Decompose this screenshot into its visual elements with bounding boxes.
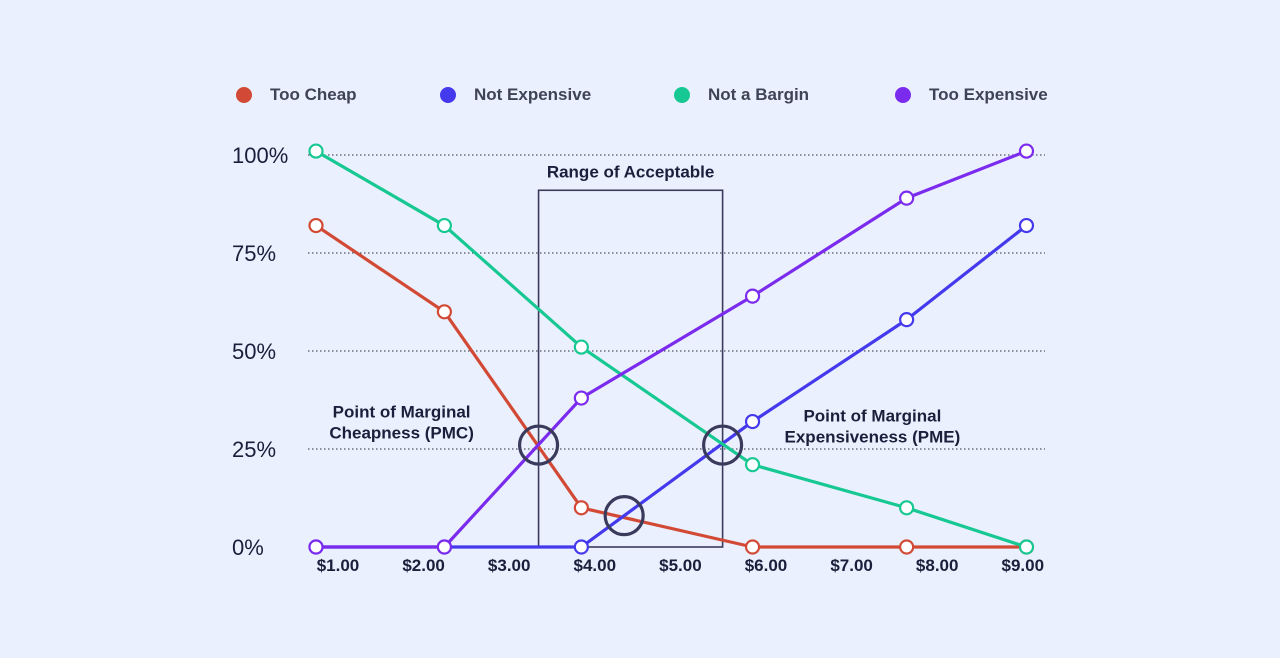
data-point-too-cheap bbox=[573, 500, 589, 516]
legend-label-not-a-bargin: Not a Bargin bbox=[708, 85, 810, 104]
legend-label-too-expensive: Too Expensive bbox=[929, 85, 1048, 104]
data-point-not-expensive bbox=[744, 413, 761, 430]
data-point-not-expensive bbox=[573, 539, 589, 555]
x-tick-label: $5.00 bbox=[659, 556, 702, 575]
x-tick-label: $8.00 bbox=[916, 556, 959, 575]
data-point-too-cheap bbox=[744, 539, 761, 555]
data-point-too-expensive bbox=[573, 390, 589, 406]
x-tick-label: $3.00 bbox=[488, 556, 531, 575]
annotation-text: Cheapness (PMC) bbox=[329, 424, 474, 443]
data-point-not-a-bargin bbox=[1018, 539, 1035, 555]
data-point-not-a-bargin bbox=[308, 143, 324, 159]
legend-item-not-a-bargin: Not a Bargin bbox=[674, 80, 809, 110]
y-tick-label: 100% bbox=[232, 143, 288, 168]
intersection-marker bbox=[517, 424, 560, 466]
data-point-too-cheap bbox=[436, 304, 452, 320]
data-point-not-a-bargin bbox=[744, 457, 761, 473]
data-point-too-expensive bbox=[744, 288, 761, 304]
x-tick-label: $6.00 bbox=[745, 556, 788, 575]
data-point-too-expensive bbox=[1018, 143, 1035, 159]
series-line-not-a-bargin bbox=[315, 149, 1027, 549]
data-point-not-a-bargin bbox=[573, 339, 589, 355]
legend-swatch-too-expensive bbox=[895, 87, 911, 103]
data-point-too-expensive bbox=[436, 539, 452, 555]
series-line-too-cheap bbox=[315, 224, 1027, 549]
x-tick-label: $1.00 bbox=[317, 556, 360, 575]
y-tick-label: 25% bbox=[232, 437, 276, 462]
y-tick-label: 50% bbox=[232, 339, 276, 364]
annotation-text: Expensiveness (PME) bbox=[785, 428, 961, 447]
intersection-marker bbox=[701, 424, 744, 466]
data-point-too-cheap bbox=[308, 217, 324, 234]
data-point-too-expensive bbox=[308, 539, 324, 555]
legend-swatch-too-cheap bbox=[236, 87, 252, 103]
y-tick-label: 0% bbox=[232, 535, 264, 560]
acceptable-range-label: Range of Acceptable bbox=[547, 162, 715, 181]
annotation-text: Point of Marginal bbox=[333, 403, 471, 422]
legend-swatch-not-expensive bbox=[440, 87, 456, 103]
intersection-marker bbox=[603, 495, 645, 537]
legend: Too Cheap Not Expensive Not a Bargin Too… bbox=[0, 80, 1280, 110]
data-point-not-a-bargin bbox=[899, 500, 915, 516]
legend-swatch-not-a-bargin bbox=[674, 87, 690, 103]
legend-item-too-expensive: Too Expensive bbox=[895, 80, 1048, 110]
x-tick-label: $4.00 bbox=[574, 556, 617, 575]
data-point-not-expensive bbox=[899, 312, 915, 328]
x-tick-label: $9.00 bbox=[1002, 556, 1045, 575]
data-point-too-cheap bbox=[899, 539, 915, 555]
y-tick-label: 75% bbox=[232, 241, 276, 266]
legend-label-not-expensive: Not Expensive bbox=[474, 85, 592, 104]
acceptable-range-box bbox=[537, 189, 724, 548]
data-point-not-expensive bbox=[1018, 217, 1035, 234]
legend-item-too-cheap: Too Cheap bbox=[236, 80, 357, 110]
series-line-not-expensive bbox=[316, 224, 1028, 549]
legend-label-too-cheap: Too Cheap bbox=[270, 85, 357, 104]
x-tick-label: $2.00 bbox=[402, 556, 445, 575]
legend-item-not-expensive: Not Expensive bbox=[440, 80, 591, 110]
x-tick-label: $7.00 bbox=[830, 556, 873, 575]
series-line-too-expensive bbox=[316, 149, 1028, 549]
data-point-not-a-bargin bbox=[436, 217, 452, 234]
annotation-text: Point of Marginal bbox=[803, 407, 941, 426]
data-point-too-expensive bbox=[899, 190, 915, 206]
